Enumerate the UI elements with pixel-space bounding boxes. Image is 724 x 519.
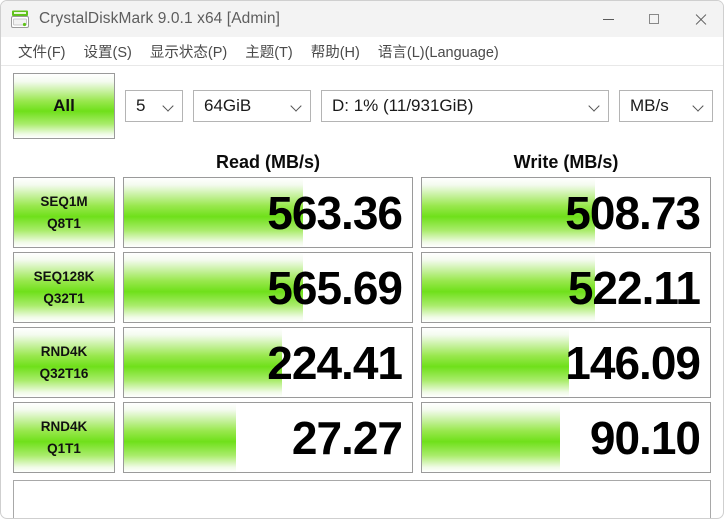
write-score-cell[interactable]: 508.73: [421, 177, 711, 248]
read-score-value: 27.27: [291, 411, 403, 464]
test-queue: Q8T1: [47, 216, 81, 231]
test-label-seq1m[interactable]: SEQ1M Q8T1: [13, 177, 115, 248]
result-row: RND4K Q32T16 224.41 146.09: [13, 327, 711, 398]
write-score-bar: [422, 253, 595, 322]
drive-value: D: 1% (11/931GiB): [332, 96, 474, 115]
menu-item-language[interactable]: 语言(L)(Language): [377, 44, 499, 61]
minimize-button[interactable]: [585, 1, 631, 37]
write-score-value: 508.73: [565, 186, 701, 239]
results-header-row: Read (MB/s) Write (MB/s): [13, 147, 711, 177]
titlebar: CrystalDiskMark 9.0.1 x64 [Admin]: [1, 1, 723, 37]
test-name: SEQ1M: [40, 194, 88, 209]
test-queue: Q32T16: [39, 366, 89, 381]
menubar: 文件(F) 设置(S) 显示状态(P) 主题(T) 帮助(H) 语言(L)(La…: [1, 37, 723, 66]
read-score-cell[interactable]: 224.41: [123, 327, 413, 398]
units-value: MB/s: [630, 96, 669, 115]
read-score-value: 224.41: [267, 336, 403, 389]
write-score-bar: [422, 403, 561, 472]
chevron-down-icon: [693, 101, 704, 112]
read-score-value: 563.36: [267, 186, 403, 239]
write-score-bar: [422, 178, 595, 247]
menu-item-file[interactable]: 文件(F): [18, 44, 66, 61]
test-label-seq128k[interactable]: SEQ128K Q32T1: [13, 252, 115, 323]
window-title: CrystalDiskMark 9.0.1 x64 [Admin]: [39, 10, 281, 27]
test-size-select[interactable]: 64GiB: [193, 90, 311, 122]
read-column-header: Read (MB/s): [215, 151, 320, 172]
read-score-cell[interactable]: 565.69: [123, 252, 413, 323]
read-score-cell[interactable]: 563.36: [123, 177, 413, 248]
write-score-cell[interactable]: 146.09: [421, 327, 711, 398]
all-test-button[interactable]: All: [13, 73, 115, 139]
maximize-icon: [649, 14, 659, 24]
chevron-down-icon: [163, 101, 174, 112]
write-score-cell[interactable]: 522.11: [421, 252, 711, 323]
window-controls: [585, 1, 723, 37]
test-size-value: 64GiB: [204, 96, 252, 115]
crystaldiskmark-icon: [9, 8, 31, 30]
write-score-bar: [422, 328, 569, 397]
test-name: SEQ128K: [33, 269, 95, 284]
chevron-down-icon: [589, 101, 600, 112]
maximize-button[interactable]: [631, 1, 677, 37]
write-score-value: 90.10: [589, 411, 701, 464]
toolbar: All 5 64GiB D: 1% (11/931GiB) MB/s: [1, 66, 723, 143]
results-grid: Read (MB/s) Write (MB/s) SEQ1M Q8T1 563.…: [1, 143, 723, 473]
menu-item-display[interactable]: 显示状态(P): [149, 44, 228, 61]
write-score-value: 522.11: [567, 261, 701, 314]
close-icon: [694, 13, 707, 26]
read-score-bar: [124, 253, 303, 322]
write-score-value: 146.09: [565, 336, 701, 389]
read-score-cell[interactable]: 27.27: [123, 402, 413, 473]
minimize-icon: [602, 18, 614, 20]
read-score-value: 565.69: [267, 261, 403, 314]
result-row: RND4K Q1T1 27.27 90.10: [13, 402, 711, 473]
result-row: SEQ128K Q32T1 565.69 522.11: [13, 252, 711, 323]
read-score-bar: [124, 403, 237, 472]
menu-item-theme[interactable]: 主题(T): [245, 44, 293, 61]
test-label-rnd4k-q32t16[interactable]: RND4K Q32T16: [13, 327, 115, 398]
test-queue: Q1T1: [47, 441, 81, 456]
loop-count-value: 5: [136, 96, 146, 115]
loop-count-select[interactable]: 5: [125, 90, 183, 122]
test-label-rnd4k-q1t1[interactable]: RND4K Q1T1: [13, 402, 115, 473]
chevron-down-icon: [291, 101, 302, 112]
read-score-bar: [124, 328, 283, 397]
test-name: RND4K: [40, 344, 88, 359]
write-column-header: Write (MB/s): [513, 151, 619, 172]
test-name: RND4K: [40, 419, 88, 434]
test-queue: Q32T1: [43, 291, 85, 306]
read-score-bar: [124, 178, 303, 247]
status-comment-box[interactable]: [13, 480, 711, 518]
menu-item-settings[interactable]: 设置(S): [83, 44, 132, 61]
result-row: SEQ1M Q8T1 563.36 508.73: [13, 177, 711, 248]
drive-select[interactable]: D: 1% (11/931GiB): [321, 90, 609, 122]
write-score-cell[interactable]: 90.10: [421, 402, 711, 473]
units-select[interactable]: MB/s: [619, 90, 713, 122]
close-button[interactable]: [677, 1, 723, 37]
menu-item-help[interactable]: 帮助(H): [310, 44, 360, 61]
